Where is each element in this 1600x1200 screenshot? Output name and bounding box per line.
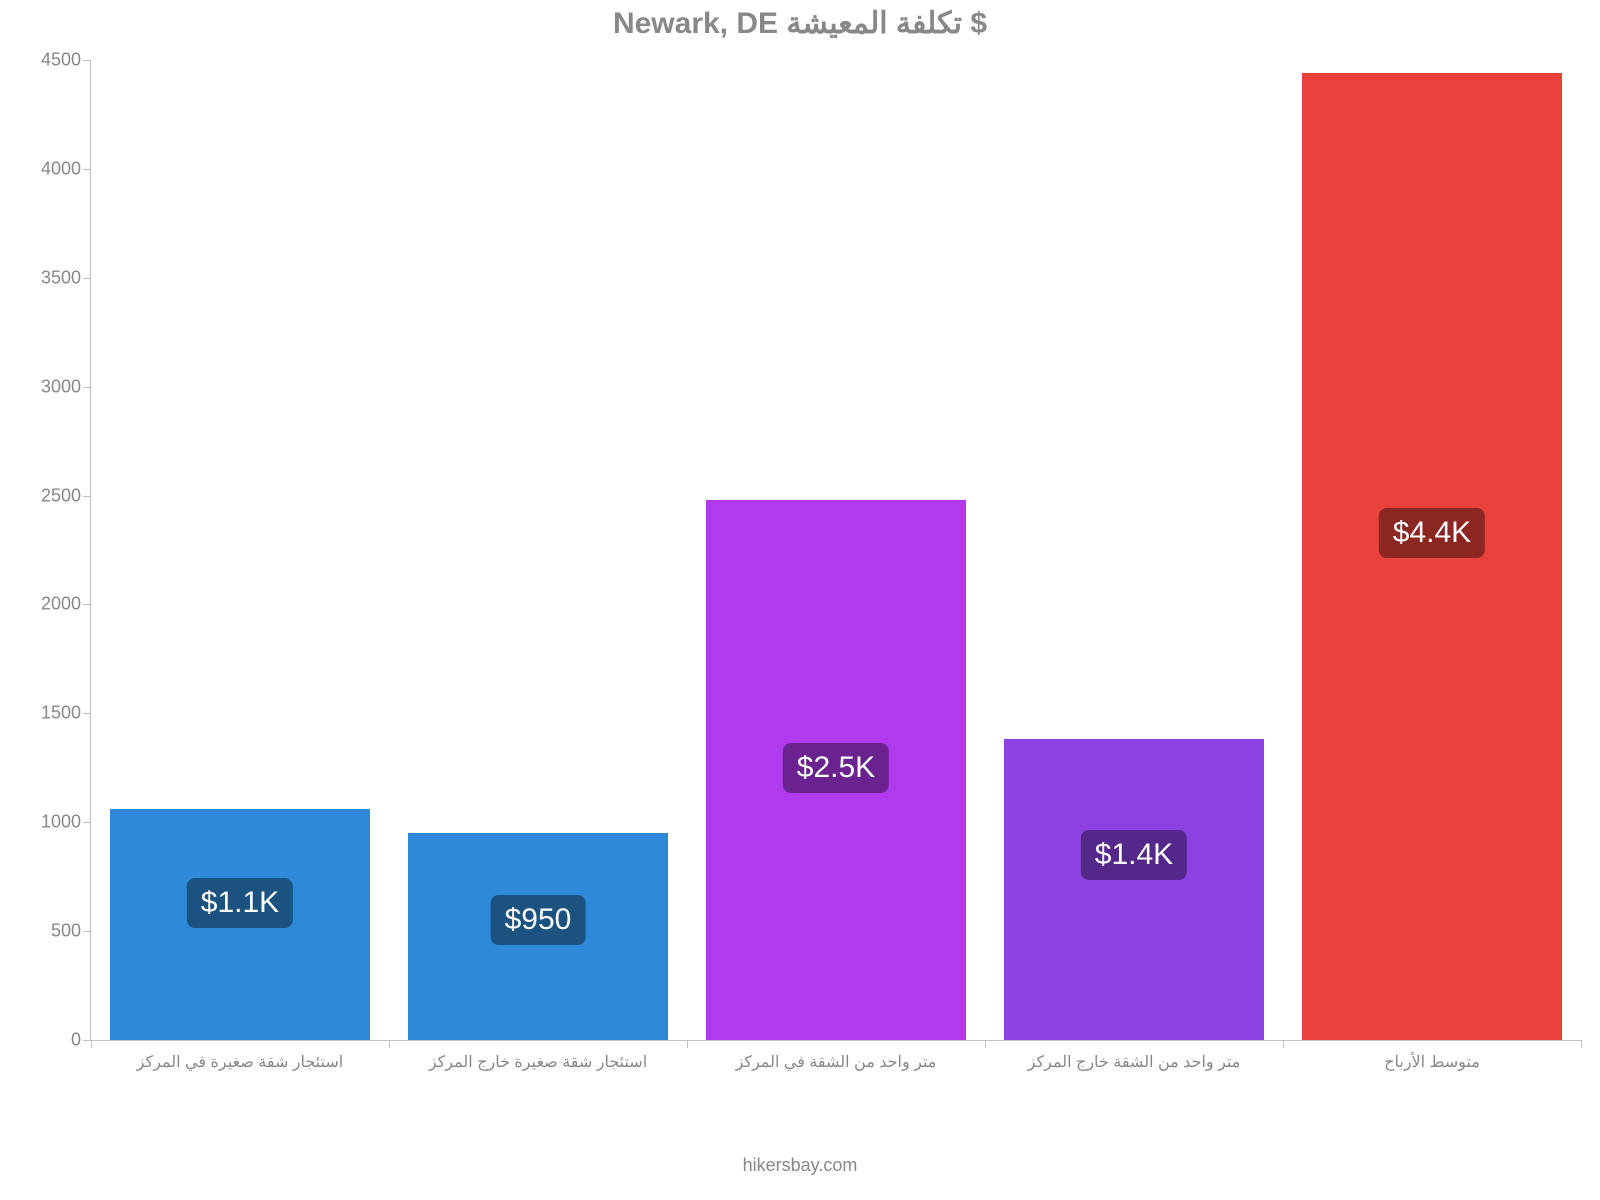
- bar: [1004, 739, 1265, 1040]
- value-badge: $2.5K: [783, 743, 889, 793]
- x-tick: [1283, 1040, 1284, 1048]
- x-tick: [389, 1040, 390, 1048]
- chart-title: Newark, DE تكلفة المعيشة $: [0, 6, 1600, 41]
- y-tick-label: 1500: [41, 703, 91, 724]
- value-badge: $1.1K: [187, 878, 293, 928]
- x-tick: [91, 1040, 92, 1048]
- y-tick-label: 3000: [41, 376, 91, 397]
- x-tick: [1581, 1040, 1582, 1048]
- x-tick-label: استئجار شقة صغيرة في المركز: [137, 1052, 343, 1072]
- y-tick-label: 2500: [41, 485, 91, 506]
- x-tick: [687, 1040, 688, 1048]
- plot-area: 050010001500200025003000350040004500استئ…: [90, 60, 1581, 1041]
- y-tick-label: 4000: [41, 158, 91, 179]
- value-badge: $4.4K: [1379, 508, 1485, 558]
- attribution-text: hikersbay.com: [0, 1155, 1600, 1176]
- y-tick-label: 500: [51, 921, 91, 942]
- value-badge: $950: [491, 895, 586, 945]
- y-tick-label: 0: [71, 1030, 91, 1051]
- x-tick-label: استئجار شقة صغيرة خارج المركز: [429, 1052, 647, 1072]
- x-tick: [985, 1040, 986, 1048]
- y-tick-label: 3500: [41, 267, 91, 288]
- x-tick-label: متر واحد من الشقة خارج المركز: [1028, 1052, 1241, 1072]
- y-tick-label: 2000: [41, 594, 91, 615]
- y-tick-label: 1000: [41, 812, 91, 833]
- y-tick-label: 4500: [41, 50, 91, 71]
- x-tick-label: متر واحد من الشقة في المركز: [736, 1052, 937, 1072]
- value-badge: $1.4K: [1081, 830, 1187, 880]
- x-tick-label: متوسط الأرباح: [1384, 1052, 1480, 1072]
